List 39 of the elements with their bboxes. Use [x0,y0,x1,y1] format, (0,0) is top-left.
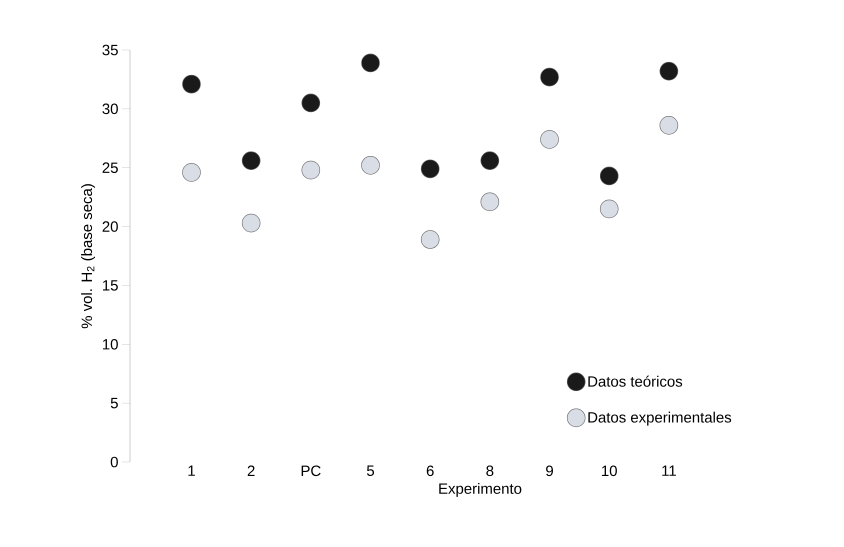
y-tick-label: 15 [103,280,118,291]
x-tick-label: 9 [546,466,553,476]
y-tick-label: 25 [102,162,118,173]
point [242,151,260,170]
point [242,214,260,232]
x-tick-label: 5 [366,466,374,476]
point [361,54,380,72]
point [182,74,201,94]
point [660,62,678,80]
point [480,151,500,170]
y-tick-label: 5 [110,398,118,408]
y-tick-label: 10 [103,338,118,350]
y-tick-label: 35 [102,44,118,56]
x-tick-label: 10 [602,466,617,476]
point [182,163,201,182]
y-tick-label: 0 [110,456,118,468]
point [660,116,678,135]
y-tick-label: 30 [102,104,118,114]
point [302,94,320,112]
x-tick-label: 6 [426,466,434,476]
point [600,166,619,186]
y-tick-label: 20 [102,221,118,232]
x-tick-label: 11 [662,466,676,476]
x-tick-label: 1 [188,466,195,476]
x-tick-label: 8 [486,466,494,476]
point [420,230,440,249]
point [420,160,440,178]
legend-label: Datos experimentales [588,412,732,426]
point [600,200,619,218]
x-tick-label: PC [302,466,321,476]
point [540,130,559,149]
point [480,192,500,212]
legend-label: Datos teóricos [588,376,682,387]
point [361,156,380,175]
point [302,160,320,180]
x-tick-label: 2 [248,466,255,476]
point [540,68,559,86]
x-axis-title: Experimento [439,482,522,497]
y-axis-title: % vol. H$_{2}$ (base seca) [81,184,96,328]
